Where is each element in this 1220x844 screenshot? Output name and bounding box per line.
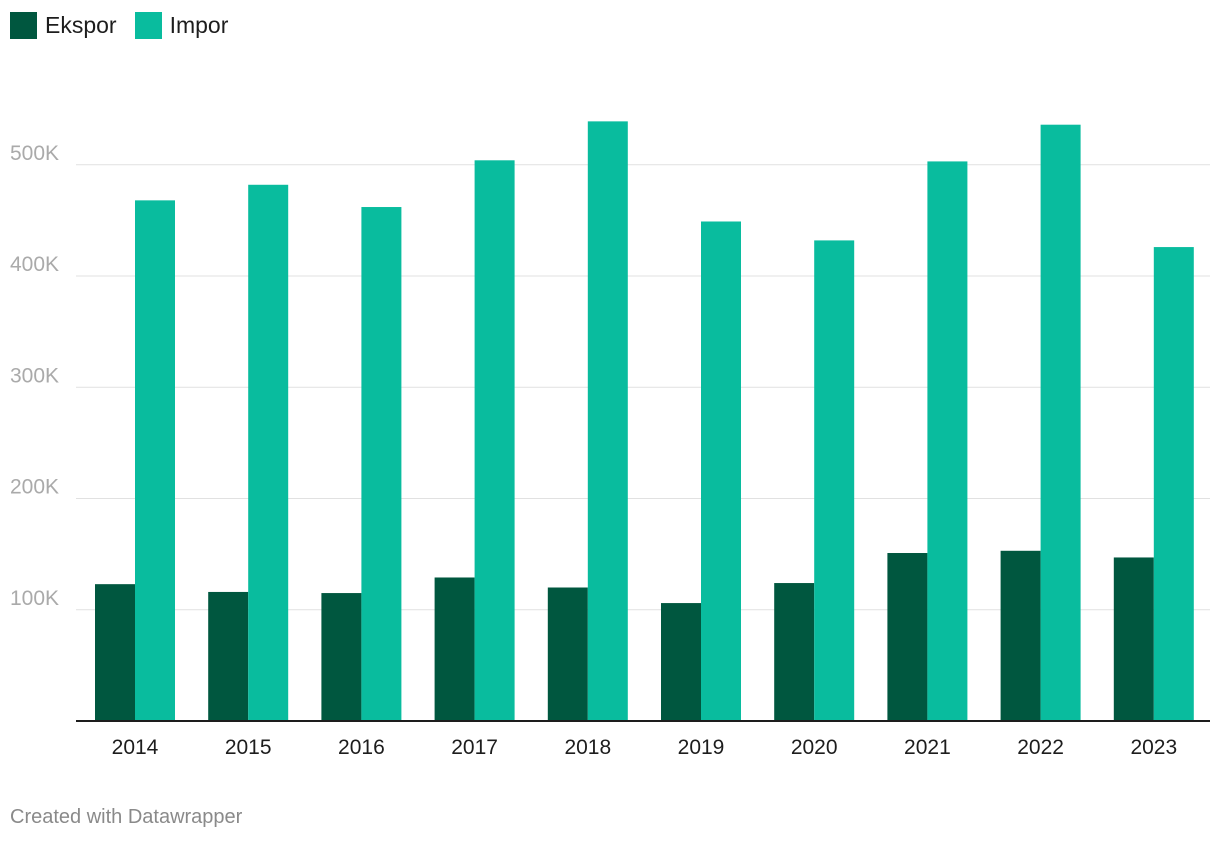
x-tick-label-2015: 2015 <box>225 736 272 759</box>
x-tick-label-2023: 2023 <box>1130 736 1177 759</box>
y-tick-label: 500K <box>10 142 59 165</box>
bar-impor-2023 <box>1153 247 1194 721</box>
bar-impor-2015 <box>248 184 289 721</box>
bar-ekspor-2017 <box>434 577 475 721</box>
bar-ekspor-2019 <box>661 603 701 721</box>
legend-swatch-impor <box>134 12 162 39</box>
bar-ekspor-2020 <box>774 583 815 721</box>
bar-impor-2017 <box>474 160 515 722</box>
legend-item-impor: Impor <box>134 12 229 39</box>
x-axis-labels: 2014 2015 2016 2017 2018 2019 2020 2021 2022 2023 <box>112 736 1178 759</box>
legend-label-ekspor: Ekspor <box>45 12 117 38</box>
bar-impor-2021 <box>927 161 968 722</box>
bar-ekspor-2021 <box>887 553 928 721</box>
x-tick-label-2016: 2016 <box>338 736 385 759</box>
bar-ekspor-2015 <box>208 591 249 721</box>
bar-ekspor-2016 <box>321 593 362 721</box>
bar-impor-2022 <box>1040 124 1081 721</box>
y-tick-label: 300K <box>10 364 59 387</box>
bars <box>95 121 1194 722</box>
bar-impor-2019 <box>701 221 741 722</box>
gridlines <box>76 164 1210 611</box>
legend: Ekspor Impor <box>10 12 228 39</box>
bar-impor-2014 <box>135 200 175 722</box>
legend-swatch-ekspor <box>10 12 37 39</box>
y-tick-label: 200K <box>10 476 59 499</box>
y-tick-label: 100K <box>10 587 59 610</box>
x-tick-label-2018: 2018 <box>564 736 611 759</box>
bar-impor-2020 <box>814 240 855 721</box>
footer-credit: Created with Datawrapper <box>10 806 243 828</box>
bar-ekspor-2022 <box>1000 550 1041 721</box>
bar-ekspor-2018 <box>547 587 588 721</box>
legend-item-ekspor: Ekspor <box>10 12 117 39</box>
x-tick-label-2020: 2020 <box>791 736 838 759</box>
x-tick-label-2014: 2014 <box>112 736 159 759</box>
x-tick-label-2019: 2019 <box>678 736 725 759</box>
bar-impor-2018 <box>587 121 628 722</box>
bar-ekspor-2023 <box>1113 557 1154 721</box>
bar-ekspor-2014 <box>95 584 135 721</box>
x-tick-label-2021: 2021 <box>904 736 951 759</box>
y-axis-labels: 100K 200K 300K 400K 500K <box>10 142 59 610</box>
x-tick-label-2017: 2017 <box>451 736 498 759</box>
x-tick-label-2022: 2022 <box>1017 736 1064 759</box>
y-tick-label: 400K <box>10 253 59 276</box>
legend-label-impor: Impor <box>169 12 229 38</box>
bar-impor-2016 <box>361 207 402 721</box>
